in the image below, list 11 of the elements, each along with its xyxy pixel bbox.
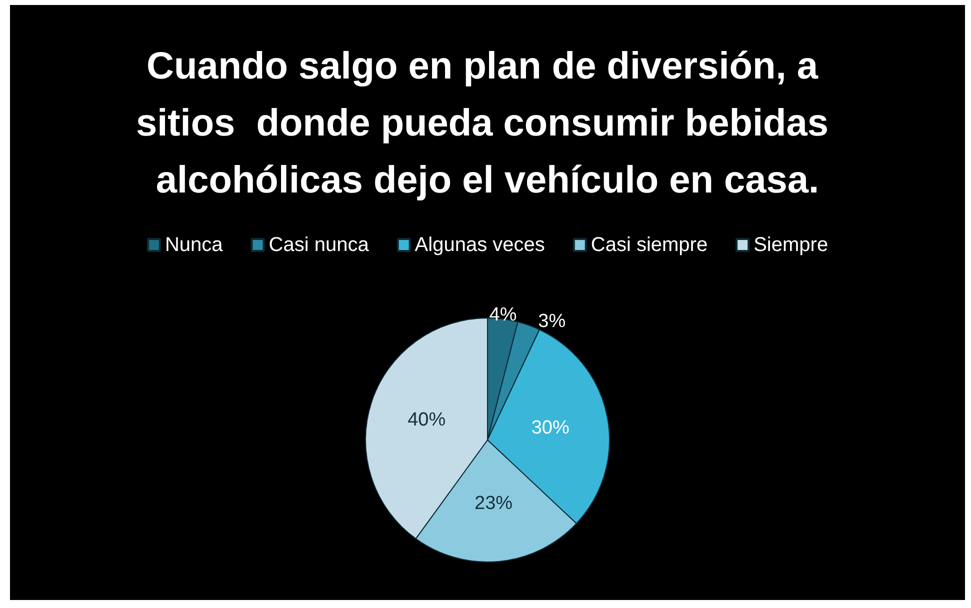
data-label: 4% [489, 304, 517, 326]
chart-title: Cuando salgo en plan de diversión, a sitios donde pueda consumir bebidas alcohólicas dejo el vehículo en casa. [136, 46, 840, 202]
legend-label: Algunas veces [414, 234, 545, 256]
data-label: 40% [408, 410, 446, 431]
legend-label: Casi siempre [590, 234, 708, 256]
data-label: 30% [531, 418, 570, 439]
data-label: 23% [474, 493, 513, 514]
legend-label: Casi nunca [268, 234, 370, 256]
data-label: 3% [538, 310, 566, 332]
legend-label: Siempre [754, 234, 828, 256]
legend-label: Nunca [164, 234, 224, 256]
